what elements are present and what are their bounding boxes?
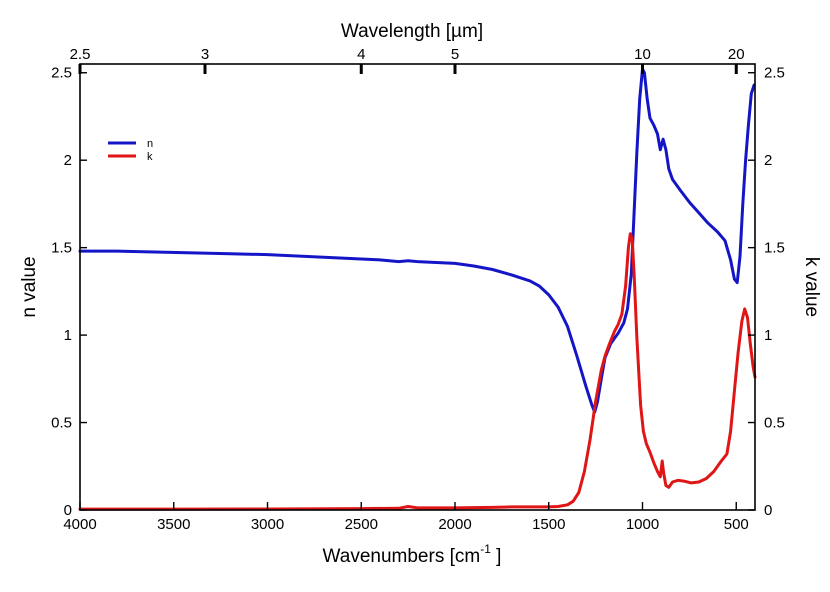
legend: nk bbox=[108, 138, 153, 163]
bottom-tick-label: 2500 bbox=[345, 516, 378, 533]
left-tick-label: 2 bbox=[64, 152, 72, 169]
bottom-tick-label: 500 bbox=[724, 516, 749, 533]
left-tick-label: 1.5 bbox=[51, 240, 72, 257]
right-tick-label: 0 bbox=[764, 502, 772, 519]
top-tick-label: 3 bbox=[201, 46, 209, 63]
top-axis-title: Wavelength [µm] bbox=[341, 21, 483, 42]
right-tick-label: 1.5 bbox=[764, 240, 785, 257]
top-tick-label: 4 bbox=[357, 46, 365, 63]
series-layer bbox=[78, 67, 757, 511]
bottom-tick-label: 1000 bbox=[626, 516, 659, 533]
left-axis-title: n value bbox=[19, 256, 40, 317]
series-line-n bbox=[78, 67, 756, 414]
plot-frame bbox=[79, 63, 756, 511]
legend-label-n: n bbox=[147, 138, 153, 150]
right-tick-label: 0.5 bbox=[764, 415, 785, 432]
bottom-axis-title-superscript: -1 bbox=[480, 542, 491, 556]
left-tick-label: 2.5 bbox=[51, 65, 72, 82]
legend-label-k: k bbox=[147, 151, 153, 163]
bottom-tick-label: 1500 bbox=[532, 516, 565, 533]
bottom-axis-title-main: Wavenumbers [cm bbox=[323, 546, 481, 567]
bottom-axis-title-close: ] bbox=[491, 546, 502, 567]
bottom-tick-label: 4000 bbox=[63, 516, 96, 533]
left-tick-label: 1 bbox=[64, 327, 72, 344]
bottom-axis-title: Wavenumbers [cm-1 ] bbox=[323, 542, 502, 567]
left-tick-label: 0.5 bbox=[51, 415, 72, 432]
bottom-tick-label: 3000 bbox=[251, 516, 284, 533]
top-tick-label: 5 bbox=[451, 46, 459, 63]
right-tick-label: 1 bbox=[764, 327, 772, 344]
right-tick-label: 2.5 bbox=[764, 65, 785, 82]
top-tick-label: 20 bbox=[728, 46, 745, 63]
top-tick-label: 10 bbox=[634, 46, 651, 63]
series-line-k bbox=[78, 232, 757, 511]
right-axis-title: k value bbox=[801, 257, 822, 317]
top-tick-label: 2.5 bbox=[70, 46, 91, 63]
bottom-tick-label: 2000 bbox=[438, 516, 471, 533]
left-tick-label: 0 bbox=[64, 502, 72, 519]
right-tick-label: 2 bbox=[764, 152, 772, 169]
bottom-tick-label: 3500 bbox=[157, 516, 190, 533]
